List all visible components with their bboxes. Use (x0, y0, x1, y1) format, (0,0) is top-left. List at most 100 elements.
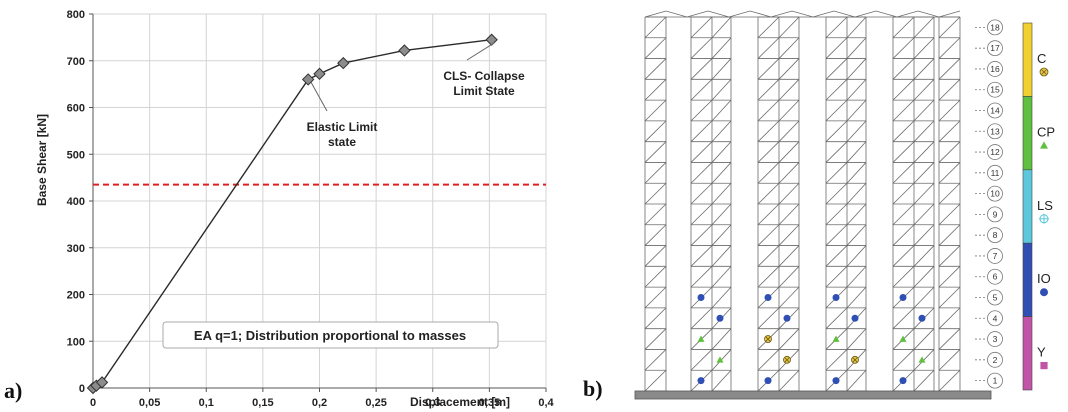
floor-label: 8 (993, 230, 998, 240)
legend-swatch-y (1022, 316, 1033, 391)
plastic-hinges (697, 294, 926, 385)
legend-swatch-io (1022, 242, 1033, 317)
io-hinge-icon (764, 377, 772, 385)
legend-label-c: C (1037, 51, 1046, 66)
cp-hinge-icon (899, 335, 907, 342)
floor-label-circle (987, 164, 1003, 181)
x-tick-label: 0,25 (365, 397, 386, 409)
chart-axes (92, 14, 546, 389)
x-tick-labels: 0 0,05 0,1 0,15 0,2 0,25 0,3 0,35 0,4 (90, 397, 555, 409)
legend-swatch-ls (1022, 169, 1033, 244)
y-tick-label: 400 (67, 196, 85, 208)
y-tick-label: 700 (67, 56, 85, 68)
io-hinge-icon (1040, 288, 1048, 297)
note-box: EA q=1; Distribution proportional to mas… (162, 321, 499, 349)
floor-label: 6 (993, 272, 998, 282)
annotation-text: state (328, 135, 356, 149)
y-tick-labels: 0 100 200 300 400 500 600 700 800 (67, 9, 85, 395)
y-axis-label: Base Shear [kN] (35, 114, 49, 206)
floor-label-circle (987, 206, 1003, 223)
floor-label-circle (987, 144, 1003, 160)
floor-label: 1 (993, 376, 998, 386)
floor-label: 4 (993, 313, 998, 323)
x-tick-label: 0,1 (199, 397, 214, 409)
floor-label: 3 (993, 334, 998, 344)
floor-label-circle (987, 40, 1003, 57)
y-tick-label: 0 (79, 383, 85, 395)
data-point (398, 44, 411, 57)
y-tick-label: 100 (67, 336, 85, 348)
panel-label-b: b) (583, 376, 603, 401)
io-hinge-icon (697, 294, 705, 301)
x-tick-label: 0,05 (139, 397, 160, 409)
y-tick-label: 500 (67, 149, 85, 161)
cp-hinge-icon (697, 335, 705, 342)
cp-hinge-icon (1040, 141, 1048, 149)
legend-label-ls: LS (1037, 198, 1053, 213)
io-hinge-icon (783, 314, 791, 322)
x-axis-label: Displacement [m] (410, 395, 510, 409)
cp-hinge-icon (832, 335, 840, 342)
floor-label-circle (987, 310, 1003, 327)
x-tick-label: 0,3 (425, 397, 440, 409)
floor-label: 5 (993, 293, 998, 303)
y-tick-label: 800 (67, 9, 85, 21)
io-hinge-icon (832, 377, 840, 385)
floor-label-circle (987, 372, 1003, 389)
floor-label: 14 (990, 106, 1000, 116)
io-hinge-icon (899, 294, 907, 301)
floor-label-circle (987, 185, 1003, 202)
floor-label-circle (987, 102, 1003, 119)
floor-label: 18 (990, 22, 1000, 32)
floor-label-circle (987, 268, 1003, 285)
io-hinge-icon (851, 314, 859, 322)
legend-label-y: Y (1037, 345, 1046, 360)
floor-label-circle (987, 331, 1003, 347)
floor-label: 7 (993, 251, 998, 261)
floor-label: 12 (990, 147, 1000, 157)
floor-label-circle (987, 81, 1003, 98)
floor-label-circle (987, 227, 1003, 244)
legend-swatch-cp (1022, 96, 1033, 171)
floor-label: 10 (990, 189, 1000, 199)
foundation (634, 390, 992, 400)
floor-label: 9 (993, 209, 998, 219)
y-tick-label: 600 (67, 103, 85, 115)
annotation-leader (466, 42, 495, 61)
floor-label: 13 (990, 126, 1000, 136)
note-text: EA q=1; Distribution proportional to mas… (194, 328, 466, 343)
floor-label-circle (987, 351, 1003, 368)
data-point (485, 33, 498, 46)
x-tick-label: 0 (90, 397, 96, 409)
io-hinge-icon (716, 314, 724, 322)
floor-label-circle (987, 289, 1003, 306)
floor-label: 11 (991, 168, 1000, 178)
x-tick-label: 0,35 (479, 397, 500, 409)
floor-label: 15 (990, 85, 1000, 95)
floor-label-circle (987, 248, 1003, 264)
data-point (301, 73, 315, 86)
cp-hinge-icon (918, 356, 926, 363)
data-point (313, 67, 326, 81)
floor-label-circle (987, 123, 1003, 140)
legend-label-io: IO (1037, 271, 1051, 286)
annotation-text: Elastic Limit (307, 120, 378, 134)
floor-label-circle (987, 61, 1003, 77)
data-point (337, 56, 350, 70)
y-tick-label: 300 (67, 243, 85, 255)
annotation-text: Limit State (453, 84, 515, 98)
io-hinge-icon (899, 377, 907, 385)
annotation-text: CLS- Collapse (443, 69, 525, 83)
floor-label: 16 (990, 64, 1000, 74)
frame-lines (644, 10, 961, 392)
floor-label: 2 (993, 355, 998, 365)
data-point (95, 376, 109, 389)
io-hinge-icon (764, 294, 772, 301)
io-hinge-icon (832, 294, 840, 301)
annotation-leader (310, 82, 328, 112)
legend-swatch-c (1022, 22, 1033, 97)
cp-hinge-icon (716, 356, 724, 363)
